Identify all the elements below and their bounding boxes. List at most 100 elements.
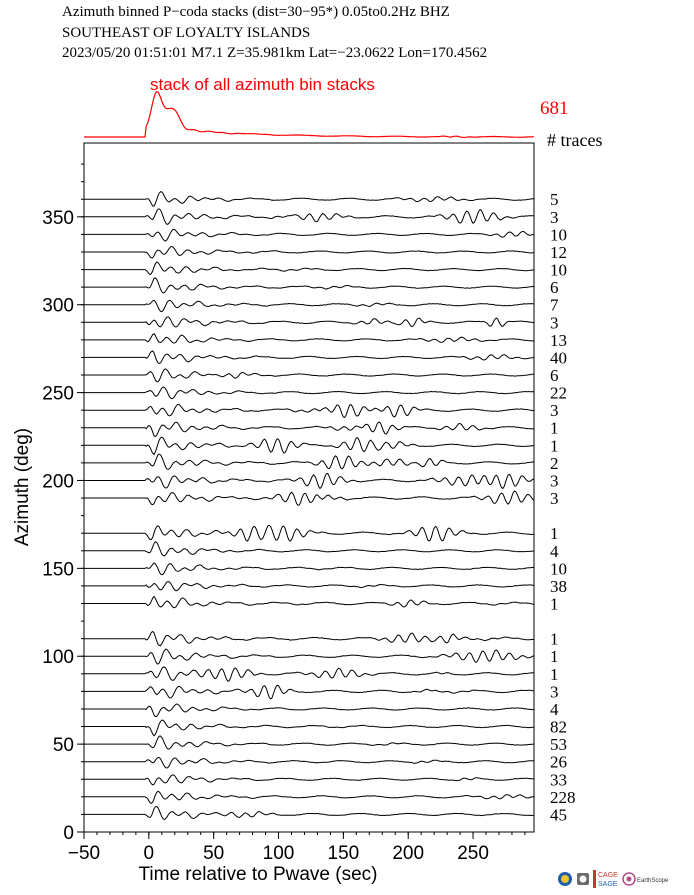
trace-count-150: 10: [550, 559, 567, 578]
x-tick-label: 250: [457, 843, 489, 864]
trace-count-200: 3: [550, 472, 559, 491]
y-tick-label: 50: [53, 735, 74, 756]
svg-text:EarthScope: EarthScope: [637, 878, 669, 884]
trace-count-80: 3: [550, 682, 559, 701]
trace-count-300: 7: [550, 296, 559, 315]
azimuth-trace-160: [84, 541, 535, 557]
azimuth-trace-60: [84, 719, 534, 737]
azimuth-trace-40: [84, 757, 535, 769]
cc-badge-icon: [577, 873, 589, 885]
azimuth-trace-220: [84, 436, 535, 456]
azimuth-trace-300: [84, 299, 535, 313]
trace-count-220: 1: [550, 436, 559, 455]
svg-text:SAGE: SAGE: [598, 881, 618, 888]
azimuth-trace-10: [84, 805, 535, 821]
trace-count-260: 6: [550, 366, 559, 385]
azimuth-trace-230: [84, 421, 535, 438]
trace-count-230: 1: [550, 419, 559, 438]
trace-count-group: 5310121067313406223112331410381111348253…: [550, 190, 576, 824]
trace-count-330: 12: [550, 243, 567, 262]
header-line-2: SOUTHEAST OF LOYALTY ISLANDS: [62, 25, 310, 41]
trace-count-240: 3: [550, 401, 559, 420]
trace-count-110: 1: [550, 630, 559, 649]
trace-count-360: 5: [550, 190, 559, 209]
trace-count-100: 1: [550, 647, 559, 666]
trace-count-320: 10: [550, 261, 567, 280]
trace-count-70: 4: [550, 700, 559, 719]
y-tick-label: 300: [42, 296, 74, 317]
x-axis: −50 0 50 100 150 200 250: [68, 832, 526, 864]
trace-count-160: 4: [550, 542, 559, 561]
header-line-3: 2023/05/20 01:51:01 M7.1 Z=35.981km Lat=…: [62, 45, 487, 61]
earthscope-logo-icon: EarthScope: [622, 872, 669, 886]
azimuth-trace-260: [84, 368, 534, 383]
trace-count-310: 6: [550, 278, 559, 297]
azimuth-trace-140: [84, 580, 535, 592]
azimuth-trace-360: [84, 191, 535, 207]
trace-count-250: 22: [550, 384, 567, 403]
y-tick-label: 0: [63, 823, 74, 844]
trace-count-280: 13: [550, 331, 567, 350]
trace-count-90: 1: [550, 665, 559, 684]
trace-count-340: 10: [550, 225, 567, 244]
header-line-1: Azimuth binned P−coda stacks (dist=30−95…: [62, 4, 450, 20]
y-axis-title: Azimuth (deg): [12, 428, 33, 546]
trace-group: [84, 191, 535, 821]
x-tick-label: 200: [392, 843, 424, 864]
azimuth-trace-330: [84, 246, 535, 259]
azimuth-trace-250: [84, 386, 535, 400]
x-tick-label: 0: [144, 843, 155, 864]
trace-count-190: 3: [550, 489, 559, 508]
azimuth-trace-50: [84, 735, 535, 750]
trace-count-170: 1: [550, 524, 559, 543]
trace-count-210: 2: [550, 454, 559, 473]
azimuth-trace-100: [84, 648, 535, 665]
plot-frame: [83, 142, 535, 833]
stack-trace: [84, 91, 535, 139]
azimuth-trace-20: [84, 790, 535, 805]
azimuth-trace-320: [84, 261, 535, 276]
x-axis-title: Time relative to Pwave (sec): [139, 864, 378, 885]
trace-count-350: 3: [550, 208, 559, 227]
svg-text:CAGE: CAGE: [598, 872, 618, 879]
azimuth-trace-110: [84, 630, 535, 647]
azimuth-trace-70: [84, 703, 535, 718]
trace-count-290: 3: [550, 313, 559, 332]
azimuth-trace-90: [84, 666, 535, 682]
azimuth-trace-30: [84, 774, 535, 786]
azimuth-trace-80: [84, 684, 535, 700]
trace-count-20: 228: [550, 788, 576, 807]
azimuth-trace-310: [84, 277, 535, 294]
cage-sage-logo-icon: CAGE SAGE: [593, 870, 618, 888]
azimuth-trace-190: [84, 490, 535, 506]
azimuth-trace-240: [84, 403, 535, 418]
trace-count-10: 45: [550, 805, 567, 824]
y-tick-label: 200: [42, 471, 74, 492]
azimuth-trace-350: [84, 208, 535, 225]
azimuth-trace-340: [84, 228, 535, 242]
azimuth-trace-210: [84, 453, 535, 470]
x-tick-label: 100: [263, 843, 295, 864]
y-tick-label: 350: [42, 208, 74, 229]
azimuth-trace-290: [84, 316, 535, 328]
trace-count-60: 82: [550, 718, 567, 737]
y-axis: 0 50 100 150 200 250 300 350: [42, 163, 84, 844]
stack-total-traces: 681: [540, 98, 569, 119]
trace-count-130: 1: [550, 595, 559, 614]
azimuth-trace-280: [84, 333, 535, 344]
x-tick-label: 150: [328, 843, 360, 864]
trace-count-270: 40: [550, 348, 567, 367]
trace-count-140: 38: [550, 577, 567, 596]
azimuth-trace-150: [84, 562, 535, 576]
x-tick-label: 50: [203, 843, 224, 864]
trace-count-header: # traces: [547, 130, 602, 150]
y-tick-label: 150: [42, 559, 74, 580]
azimuth-trace-170: [84, 524, 535, 542]
y-tick-label: 250: [42, 384, 74, 405]
azimuth-trace-130: [84, 595, 535, 609]
logo-strip: CAGE SAGE EarthScope: [558, 870, 669, 888]
x-tick-label: −50: [68, 843, 100, 864]
trace-count-50: 53: [550, 735, 567, 754]
trace-count-40: 26: [550, 753, 567, 772]
